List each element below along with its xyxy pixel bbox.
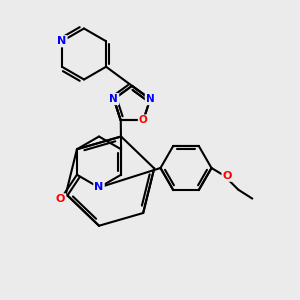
Text: N: N: [110, 94, 118, 104]
Text: N: N: [94, 182, 103, 193]
Text: N: N: [57, 36, 67, 46]
Text: O: O: [139, 116, 148, 125]
Text: O: O: [223, 171, 232, 181]
Text: O: O: [56, 194, 65, 204]
Text: N: N: [146, 94, 154, 104]
